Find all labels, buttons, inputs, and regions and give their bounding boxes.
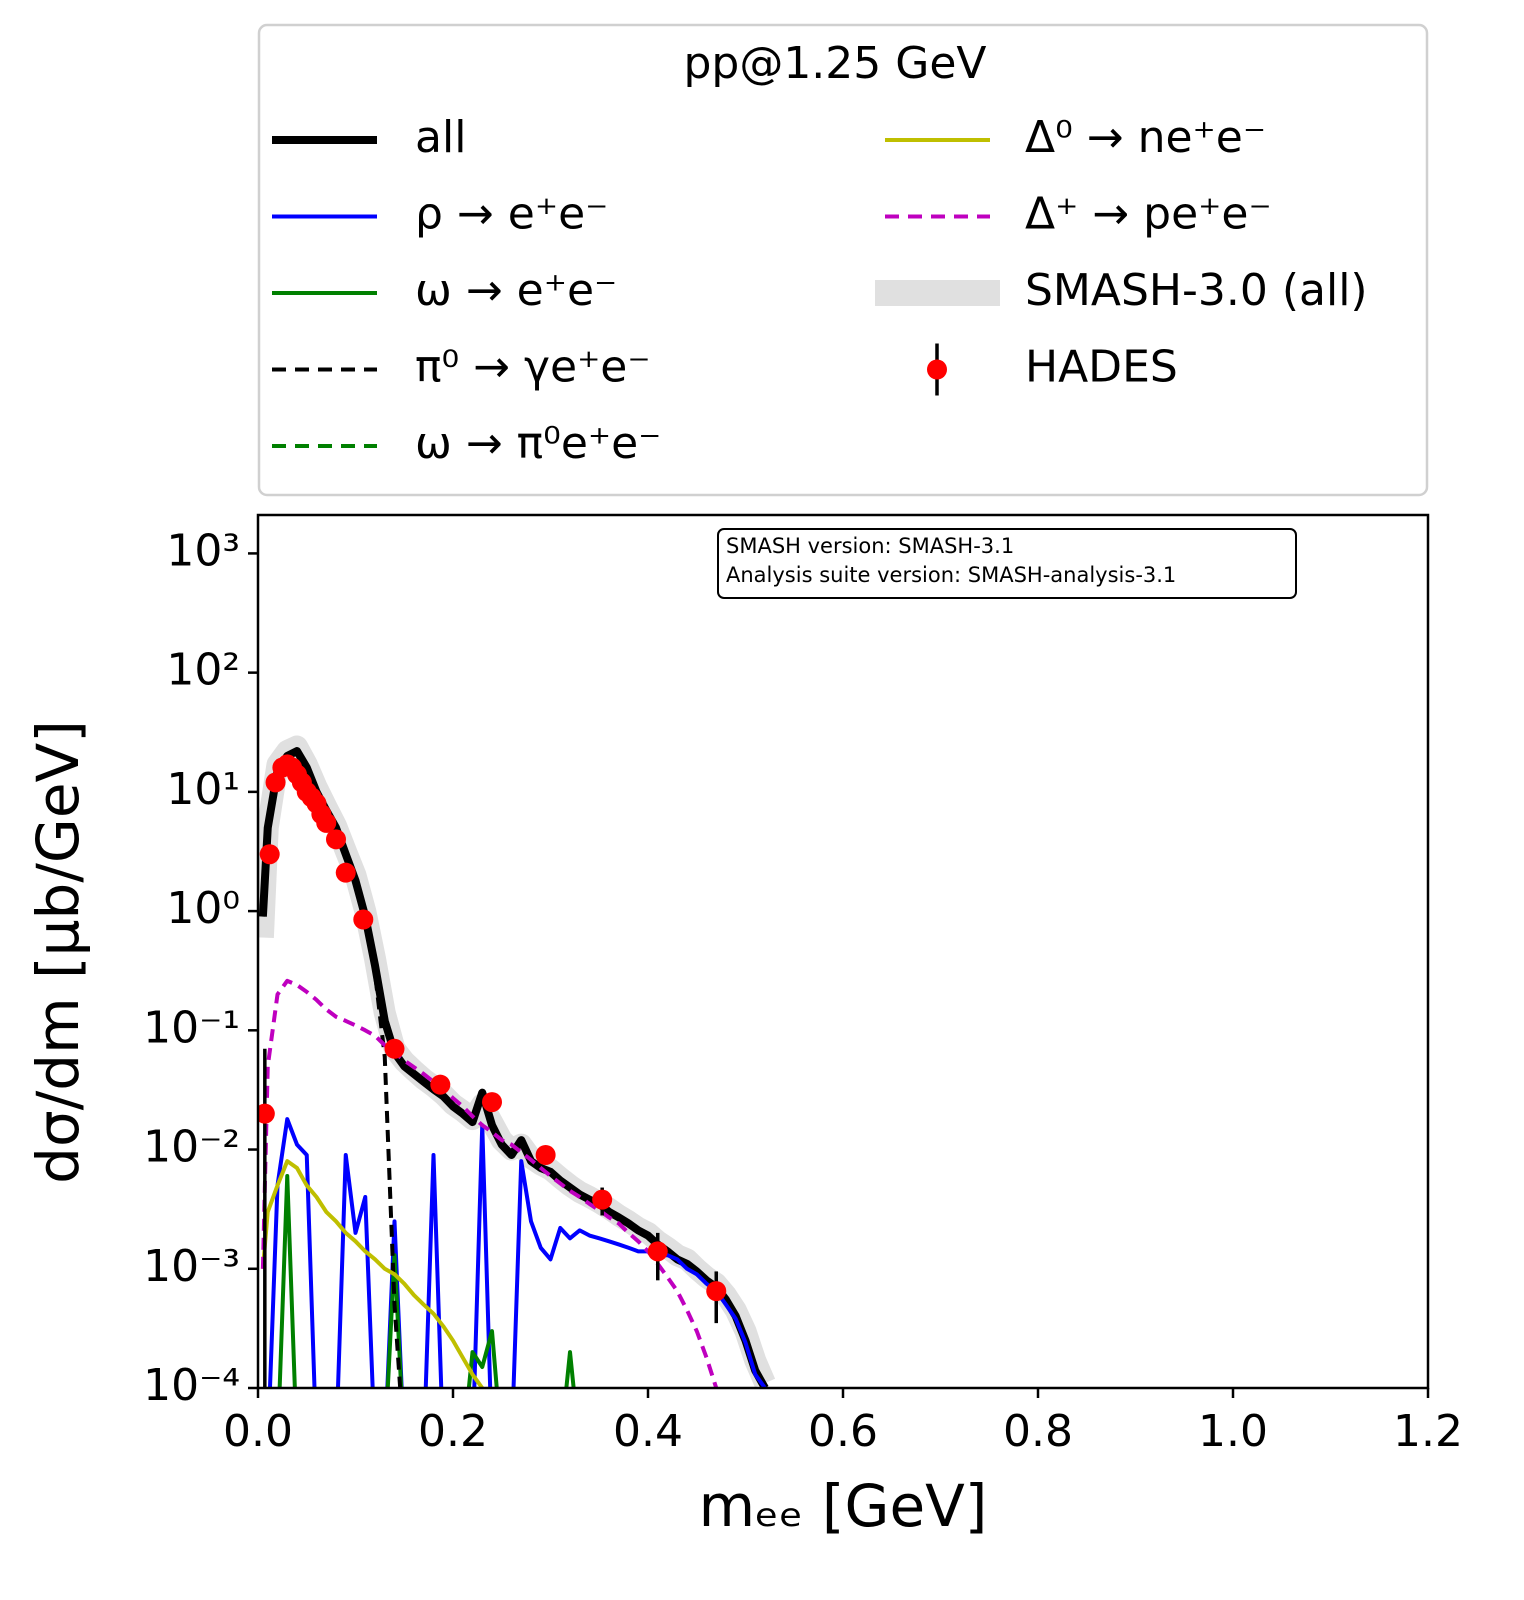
legend-label: SMASH-3.0 (all) <box>1025 265 1368 316</box>
x-tick-label: 0.2 <box>418 1406 488 1457</box>
y-tick-label: 10¹ <box>166 764 240 815</box>
y-tick-label: 10² <box>166 645 240 696</box>
line <box>260 1159 484 1388</box>
y-tick-label: 10⁻³ <box>143 1241 240 1292</box>
y-tick-label: 10³ <box>166 525 240 576</box>
x-tick-label: 0.4 <box>613 1406 683 1457</box>
legend-box <box>257 23 1429 497</box>
line <box>267 1117 767 1388</box>
x-tick-label: 1.2 <box>1393 1406 1463 1457</box>
data-point <box>706 1281 727 1302</box>
x-tick-label: 0.6 <box>808 1406 878 1457</box>
y-tick-label: 10⁰ <box>166 883 240 934</box>
data-point <box>535 1145 556 1166</box>
x-tick-label: 1.0 <box>1198 1406 1268 1457</box>
legend-label: ρ → e⁺e⁻ <box>415 189 608 240</box>
y-tick-label: 10⁻⁴ <box>143 1360 240 1411</box>
annotation: Analysis suite version: SMASH-analysis-3… <box>726 563 1176 587</box>
data-point <box>430 1074 451 1095</box>
y-axis-label: dσ/dm [μb/GeV] <box>24 720 92 1184</box>
legend-title: pp@1.25 GeV <box>683 38 986 89</box>
legend-label: all <box>415 112 466 163</box>
data-point <box>259 844 280 865</box>
x-tick-label: 0.8 <box>1003 1406 1073 1457</box>
y-tick-label: 10⁻¹ <box>143 1002 240 1053</box>
data-point <box>592 1189 613 1210</box>
legend-label: π⁰ → γe⁺e⁻ <box>415 342 651 393</box>
x-axis-label: mₑₑ [GeV] <box>699 1472 988 1540</box>
legend-label: Δ⁺ → pe⁺e⁻ <box>1025 189 1272 240</box>
y-tick-label: 10⁻² <box>143 1122 240 1173</box>
data-point <box>265 772 286 793</box>
legend-marker <box>875 280 1000 306</box>
legend-label: HADES <box>1025 342 1178 393</box>
data-point <box>258 1103 275 1124</box>
annotation: SMASH version: SMASH-3.1 <box>726 534 1014 558</box>
annotation-box <box>717 528 1297 599</box>
line <box>260 749 403 1388</box>
legend-label: ω → e⁺e⁻ <box>415 265 617 316</box>
data-point <box>335 862 356 883</box>
plot-frame <box>256 513 1430 1390</box>
legend-label: ω → π⁰e⁺e⁻ <box>415 418 661 469</box>
legend-label: Δ⁰ → ne⁺e⁻ <box>1025 112 1266 163</box>
data-point <box>353 909 374 930</box>
legend-marker <box>927 359 947 380</box>
plot-area <box>258 735 776 1388</box>
data-point <box>482 1092 502 1113</box>
x-tick-label: 0.0 <box>223 1406 293 1457</box>
data-point <box>384 1038 405 1059</box>
data-point <box>316 812 337 833</box>
data-point <box>326 829 346 850</box>
data-point <box>647 1241 668 1262</box>
line <box>260 978 719 1388</box>
